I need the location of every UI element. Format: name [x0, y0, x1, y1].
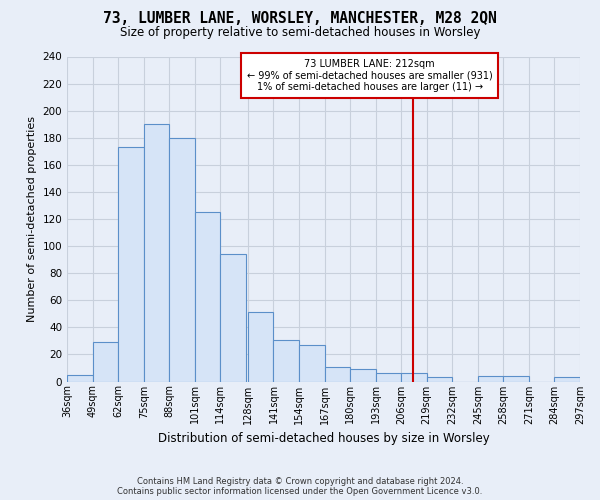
Bar [67, 374, 93, 382]
Bar [169, 138, 195, 382]
Bar [503, 376, 529, 382]
Bar [325, 366, 350, 382]
Bar [554, 378, 580, 382]
Bar [299, 345, 325, 382]
Bar [144, 124, 169, 382]
Text: 73, LUMBER LANE, WORSLEY, MANCHESTER, M28 2QN: 73, LUMBER LANE, WORSLEY, MANCHESTER, M2… [103, 11, 497, 26]
Bar [376, 374, 401, 382]
Bar [220, 254, 246, 382]
Bar [195, 212, 220, 382]
Bar [93, 342, 118, 382]
X-axis label: Distribution of semi-detached houses by size in Worsley: Distribution of semi-detached houses by … [158, 432, 490, 445]
Bar [427, 378, 452, 382]
Bar [274, 340, 299, 382]
Bar [118, 147, 144, 382]
Text: 73 LUMBER LANE: 212sqm
← 99% of semi-detached houses are smaller (931)
1% of sem: 73 LUMBER LANE: 212sqm ← 99% of semi-det… [247, 59, 493, 92]
Bar [248, 312, 274, 382]
Bar [401, 374, 427, 382]
Text: Contains HM Land Registry data © Crown copyright and database right 2024.
Contai: Contains HM Land Registry data © Crown c… [118, 476, 482, 496]
Bar [478, 376, 503, 382]
Bar [350, 370, 376, 382]
Text: Size of property relative to semi-detached houses in Worsley: Size of property relative to semi-detach… [120, 26, 480, 39]
Y-axis label: Number of semi-detached properties: Number of semi-detached properties [27, 116, 37, 322]
